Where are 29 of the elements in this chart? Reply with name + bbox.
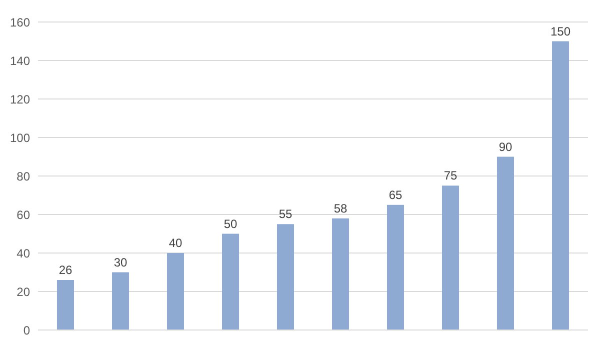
y-tick-label: 80 [16, 169, 30, 184]
bar [387, 204, 404, 330]
bar [332, 218, 349, 330]
bar [167, 253, 184, 330]
data-label: 30 [114, 255, 128, 270]
bar [497, 156, 514, 330]
bar [442, 186, 459, 330]
data-label: 55 [278, 207, 292, 222]
data-label: 58 [334, 201, 348, 216]
bar [57, 280, 74, 330]
y-tick-label: 140 [10, 54, 30, 68]
data-label: 50 [224, 216, 238, 231]
bar [277, 224, 294, 330]
y-tick-label: 20 [16, 284, 30, 299]
y-tick-label: 0 [23, 323, 30, 338]
data-label: 150 [550, 24, 571, 38]
bar [552, 41, 569, 330]
y-tick-label: 120 [10, 92, 30, 106]
data-label: 75 [444, 168, 458, 183]
y-tick-label: 40 [16, 246, 30, 260]
data-label: 40 [168, 236, 182, 250]
y-tick-label: 60 [16, 208, 30, 222]
y-tick-label: 160 [10, 15, 30, 30]
data-label: 65 [388, 188, 402, 202]
bar [222, 234, 239, 330]
bar [112, 272, 129, 330]
data-label: 90 [498, 140, 512, 154]
y-tick-label: 100 [10, 130, 30, 145]
data-label: 26 [58, 262, 72, 277]
